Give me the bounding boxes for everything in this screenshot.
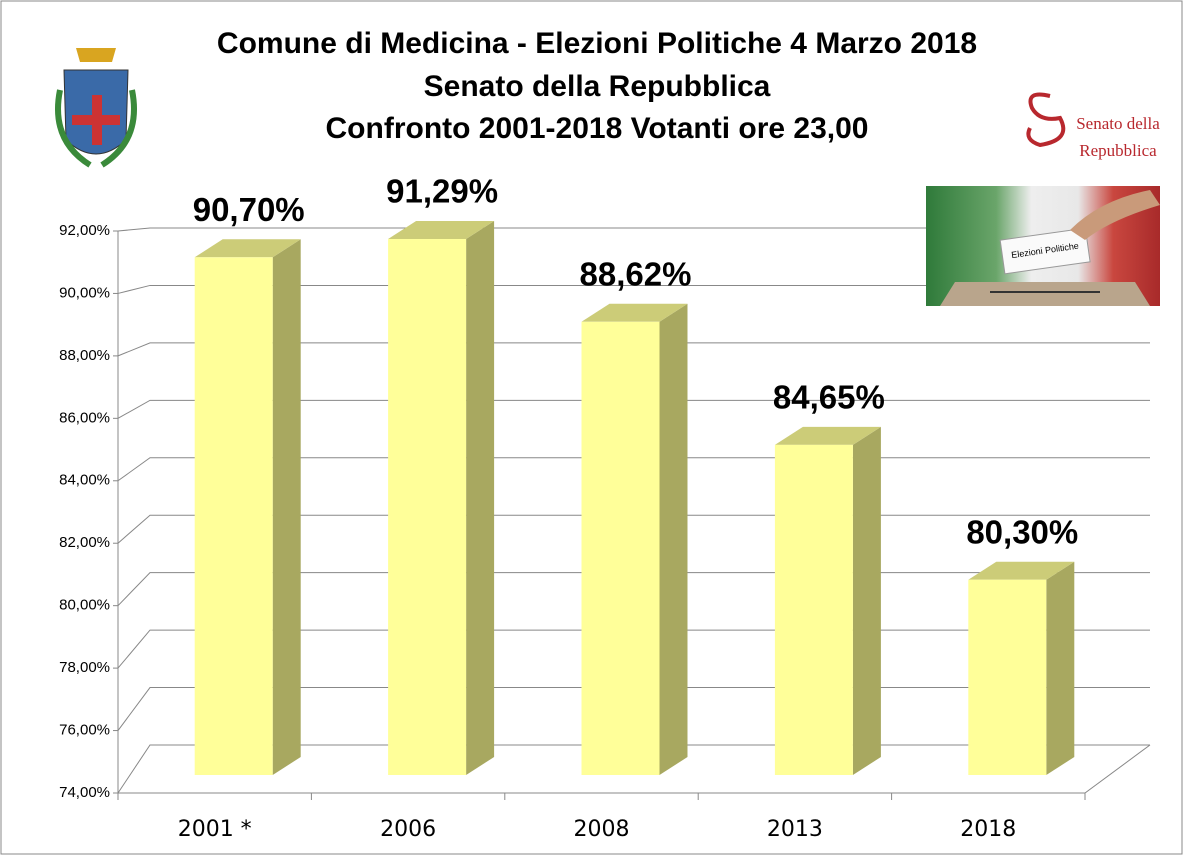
x-tick-label: 2008 (574, 817, 630, 842)
value-label: 88,62% (580, 255, 692, 292)
y-tick-label: 92,00% (59, 222, 110, 239)
bar-side (853, 427, 881, 775)
bar (388, 221, 494, 775)
chart-title: Comune di Medicina - Elezioni Politiche … (217, 27, 977, 60)
bar-side (466, 221, 494, 775)
chart-subtitle: Senato della Repubblica (424, 70, 771, 103)
value-label: 84,65% (773, 379, 885, 416)
bar-side (1046, 562, 1074, 775)
bar-front (968, 580, 1046, 775)
x-tick-label: 2001 * (178, 817, 252, 842)
y-tick-label: 88,00% (59, 347, 110, 364)
x-tick-label: 2018 (960, 817, 1016, 842)
bar (582, 304, 688, 775)
y-tick-label: 74,00% (59, 784, 110, 801)
y-tick-label: 76,00% (59, 722, 110, 739)
y-tick-label: 90,00% (59, 284, 110, 301)
x-tick-label: 2006 (380, 817, 436, 842)
y-tick-label: 82,00% (59, 534, 110, 551)
bar-front (775, 445, 853, 775)
bar-side (273, 239, 301, 775)
y-tick-label: 84,00% (59, 472, 110, 489)
bar (775, 427, 881, 775)
bar (968, 562, 1074, 775)
chart: Comune di Medicina - Elezioni Politiche … (0, 0, 1183, 855)
value-label: 90,70% (193, 191, 305, 228)
chart-subtitle: Confronto 2001-2018 Votanti ore 23,00 (326, 112, 869, 145)
value-label: 91,29% (386, 173, 498, 210)
ballot-image: Elezioni Politiche (926, 186, 1160, 306)
logo-text: Repubblica (1079, 141, 1157, 160)
logo-text: Senato della (1076, 114, 1160, 133)
y-tick-label: 80,00% (59, 597, 110, 614)
bar-side (660, 304, 688, 775)
y-tick-label: 86,00% (59, 409, 110, 426)
y-tick-label: 78,00% (59, 659, 110, 676)
bar-front (195, 257, 273, 775)
x-tick-label: 2013 (767, 817, 823, 842)
bar (195, 239, 301, 775)
value-label: 80,30% (966, 513, 1078, 550)
bar-front (582, 322, 660, 775)
bar-front (388, 239, 466, 775)
